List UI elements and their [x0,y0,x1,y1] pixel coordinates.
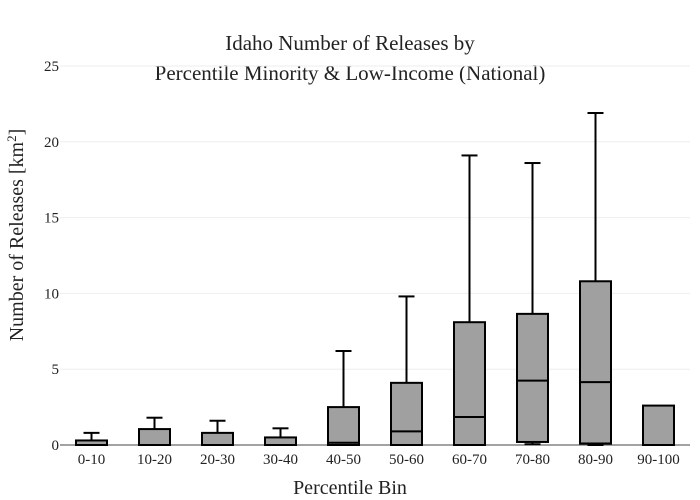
box-body [453,321,486,447]
y-tick-label: 5 [52,362,60,378]
y-axis-ticks: 0 5 10 15 20 25 [44,59,59,454]
box-40-50 [327,350,360,447]
box-50-60 [390,295,423,446]
chart-title-line-1: Idaho Number of Releases by [225,31,475,55]
y-tick-label: 15 [44,211,59,227]
x-tick-label: 90-100 [637,452,680,468]
box-60-70 [453,154,486,447]
x-tick-label: 30-40 [263,452,298,468]
x-axis-title: Percentile Bin [293,477,407,499]
y-axis-title-main: Number of Releases [km [6,141,28,341]
x-tick-label: 70-80 [515,452,550,468]
x-axis-ticks: 0-10 10-20 20-30 30-40 40-50 50-60 60-70 70-80 8… [78,452,680,468]
box-20-30 [201,419,234,447]
y-axis-title-end: ] [6,129,28,136]
x-tick-label: 20-30 [200,452,235,468]
y-tick-label: 10 [44,286,59,302]
box-body [516,312,549,443]
x-tick-label: 40-50 [326,452,361,468]
box-80-90 [579,111,612,446]
box-0-10 [75,431,108,446]
box-body [579,280,612,445]
y-tick-label: 20 [44,135,59,151]
box-body [642,404,675,447]
box-30-40 [264,427,297,447]
x-tick-label: 0-10 [78,452,106,468]
box-body [138,428,171,447]
x-tick-label: 50-60 [389,452,424,468]
y-tick-label: 0 [52,438,60,454]
box-90-100 [642,404,675,447]
box-body [327,406,360,447]
x-tick-label: 80-90 [578,452,613,468]
y-tick-label: 25 [44,59,59,75]
y-axis-title-sup: 2 [4,135,19,142]
box-10-20 [138,416,171,447]
chart-title-line-2: Percentile Minority & Low-Income (Nation… [155,61,546,85]
box-series [75,111,675,447]
box-body [390,381,423,446]
y-axis-title: Number of Releases [km2] [4,129,28,342]
box-body [264,436,297,447]
x-tick-label: 60-70 [452,452,487,468]
box-body [201,431,234,447]
box-70-80 [516,162,549,446]
x-tick-label: 10-20 [137,452,172,468]
grid-lines [60,65,690,446]
